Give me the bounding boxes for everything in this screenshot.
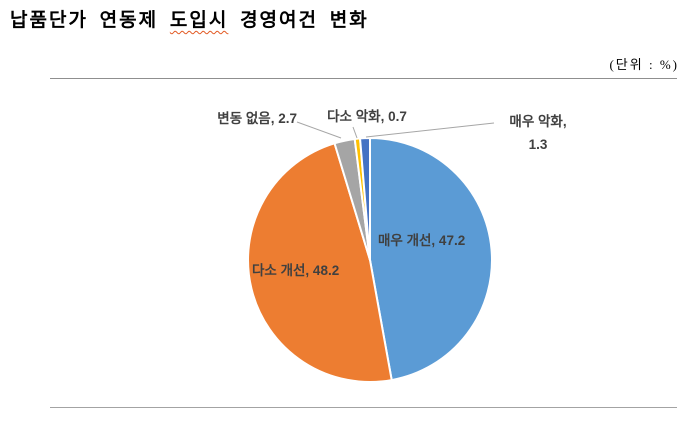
leader-line <box>296 121 342 139</box>
pie-slice-somewhat-improved <box>247 142 393 383</box>
data-label-no-change: 변동 없음, 2.7 <box>217 111 297 126</box>
data-label-much-worse: 매우 악화, 1.3 <box>492 110 584 156</box>
title-text-start: 납품단가 연동제 <box>10 10 170 31</box>
unit-label: (단위 : %) <box>609 57 679 72</box>
title-text-end: 경영여건 변화 <box>228 10 369 31</box>
top-divider <box>50 78 677 79</box>
pie-slice-much-worse <box>359 137 371 261</box>
data-label-much-worse-line2: 1.3 <box>528 137 548 153</box>
data-label-somewhat-worse: 다소 악화, 0.7 <box>327 109 407 124</box>
leader-line <box>352 126 358 139</box>
bottom-divider <box>50 407 677 408</box>
data-label-somewhat-improved: 다소 개선, 48.2 <box>252 263 340 278</box>
pie-slice-very-improved <box>369 137 493 382</box>
title-underlined-word: 도입시 <box>169 10 229 31</box>
page-title: 납품단가 연동제 도입시 경영여건 변화 <box>10 5 369 32</box>
data-label-much-worse-line1: 매우 악화, <box>509 114 567 129</box>
data-label-very-improved: 매우 개선, 47.2 <box>378 233 466 248</box>
leader-line <box>365 122 495 138</box>
